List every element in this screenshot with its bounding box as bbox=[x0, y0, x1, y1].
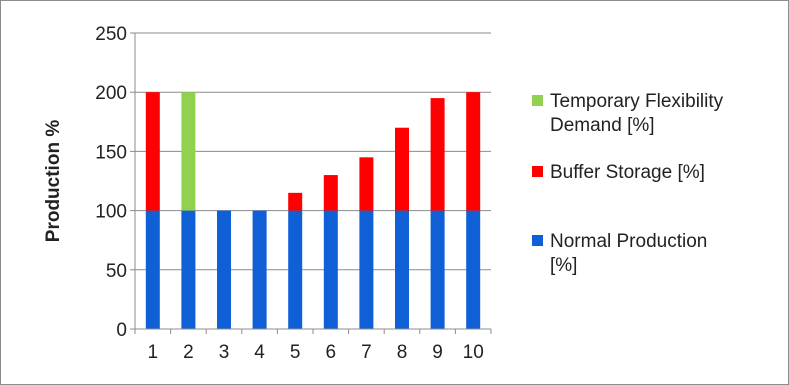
bar-segment bbox=[181, 92, 196, 211]
legend-swatch bbox=[532, 235, 543, 246]
bar-segment bbox=[466, 210, 481, 329]
legend-entry-label: Temporary Flexibility Demand [%] bbox=[550, 91, 724, 136]
bar-segment bbox=[395, 127, 409, 211]
bar-segment bbox=[430, 210, 445, 329]
legend-entry-label: Buffer Storage [%] bbox=[550, 162, 705, 183]
y-tick-label: 100 bbox=[95, 202, 127, 223]
bar-segment bbox=[288, 192, 303, 211]
legend-entry-label: Normal Production [%] bbox=[550, 231, 707, 276]
bar-segment bbox=[430, 98, 445, 211]
bar-segment bbox=[145, 210, 160, 329]
x-tick-label: 10 bbox=[463, 342, 484, 363]
x-tick-label: 6 bbox=[326, 342, 337, 363]
axes bbox=[130, 32, 492, 334]
x-tick-label: 7 bbox=[361, 342, 372, 363]
bar-segment bbox=[181, 210, 196, 329]
y-tick-label: 150 bbox=[95, 142, 127, 163]
legend: Temporary Flexibility Demand [%] Buffer St… bbox=[532, 91, 724, 276]
y-tick-label: 250 bbox=[95, 24, 127, 45]
bar-segment bbox=[252, 210, 267, 329]
bar-segment bbox=[359, 157, 374, 211]
y-tick-label: 0 bbox=[116, 320, 127, 341]
legend-swatch bbox=[532, 166, 543, 177]
legend-swatch bbox=[532, 95, 543, 106]
bar-segment bbox=[288, 210, 303, 329]
bar-segment bbox=[323, 210, 338, 329]
bar-segment bbox=[466, 92, 481, 211]
bar-segment bbox=[145, 92, 160, 211]
bars bbox=[145, 92, 481, 329]
bar-segment bbox=[217, 210, 231, 329]
bar-segment bbox=[395, 210, 409, 329]
x-tick-labels: 1 2 3 4 5 6 7 8 9 10 bbox=[148, 342, 484, 363]
x-tick-label: 2 bbox=[183, 342, 194, 363]
y-axis-label: Production % bbox=[43, 120, 64, 243]
x-tick-label: 1 bbox=[148, 342, 159, 363]
x-tick-label: 5 bbox=[290, 342, 301, 363]
x-tick-label: 3 bbox=[219, 342, 230, 363]
x-tick-label: 8 bbox=[397, 342, 408, 363]
y-tick-label: 50 bbox=[106, 261, 127, 282]
y-tick-labels: 0 50 100 150 200 250 bbox=[95, 24, 127, 341]
bar-segment bbox=[323, 175, 338, 211]
y-tick-label: 200 bbox=[95, 83, 127, 104]
x-tick-label: 9 bbox=[432, 342, 443, 363]
bar-segment bbox=[359, 210, 374, 329]
x-tick-label: 4 bbox=[254, 342, 265, 363]
